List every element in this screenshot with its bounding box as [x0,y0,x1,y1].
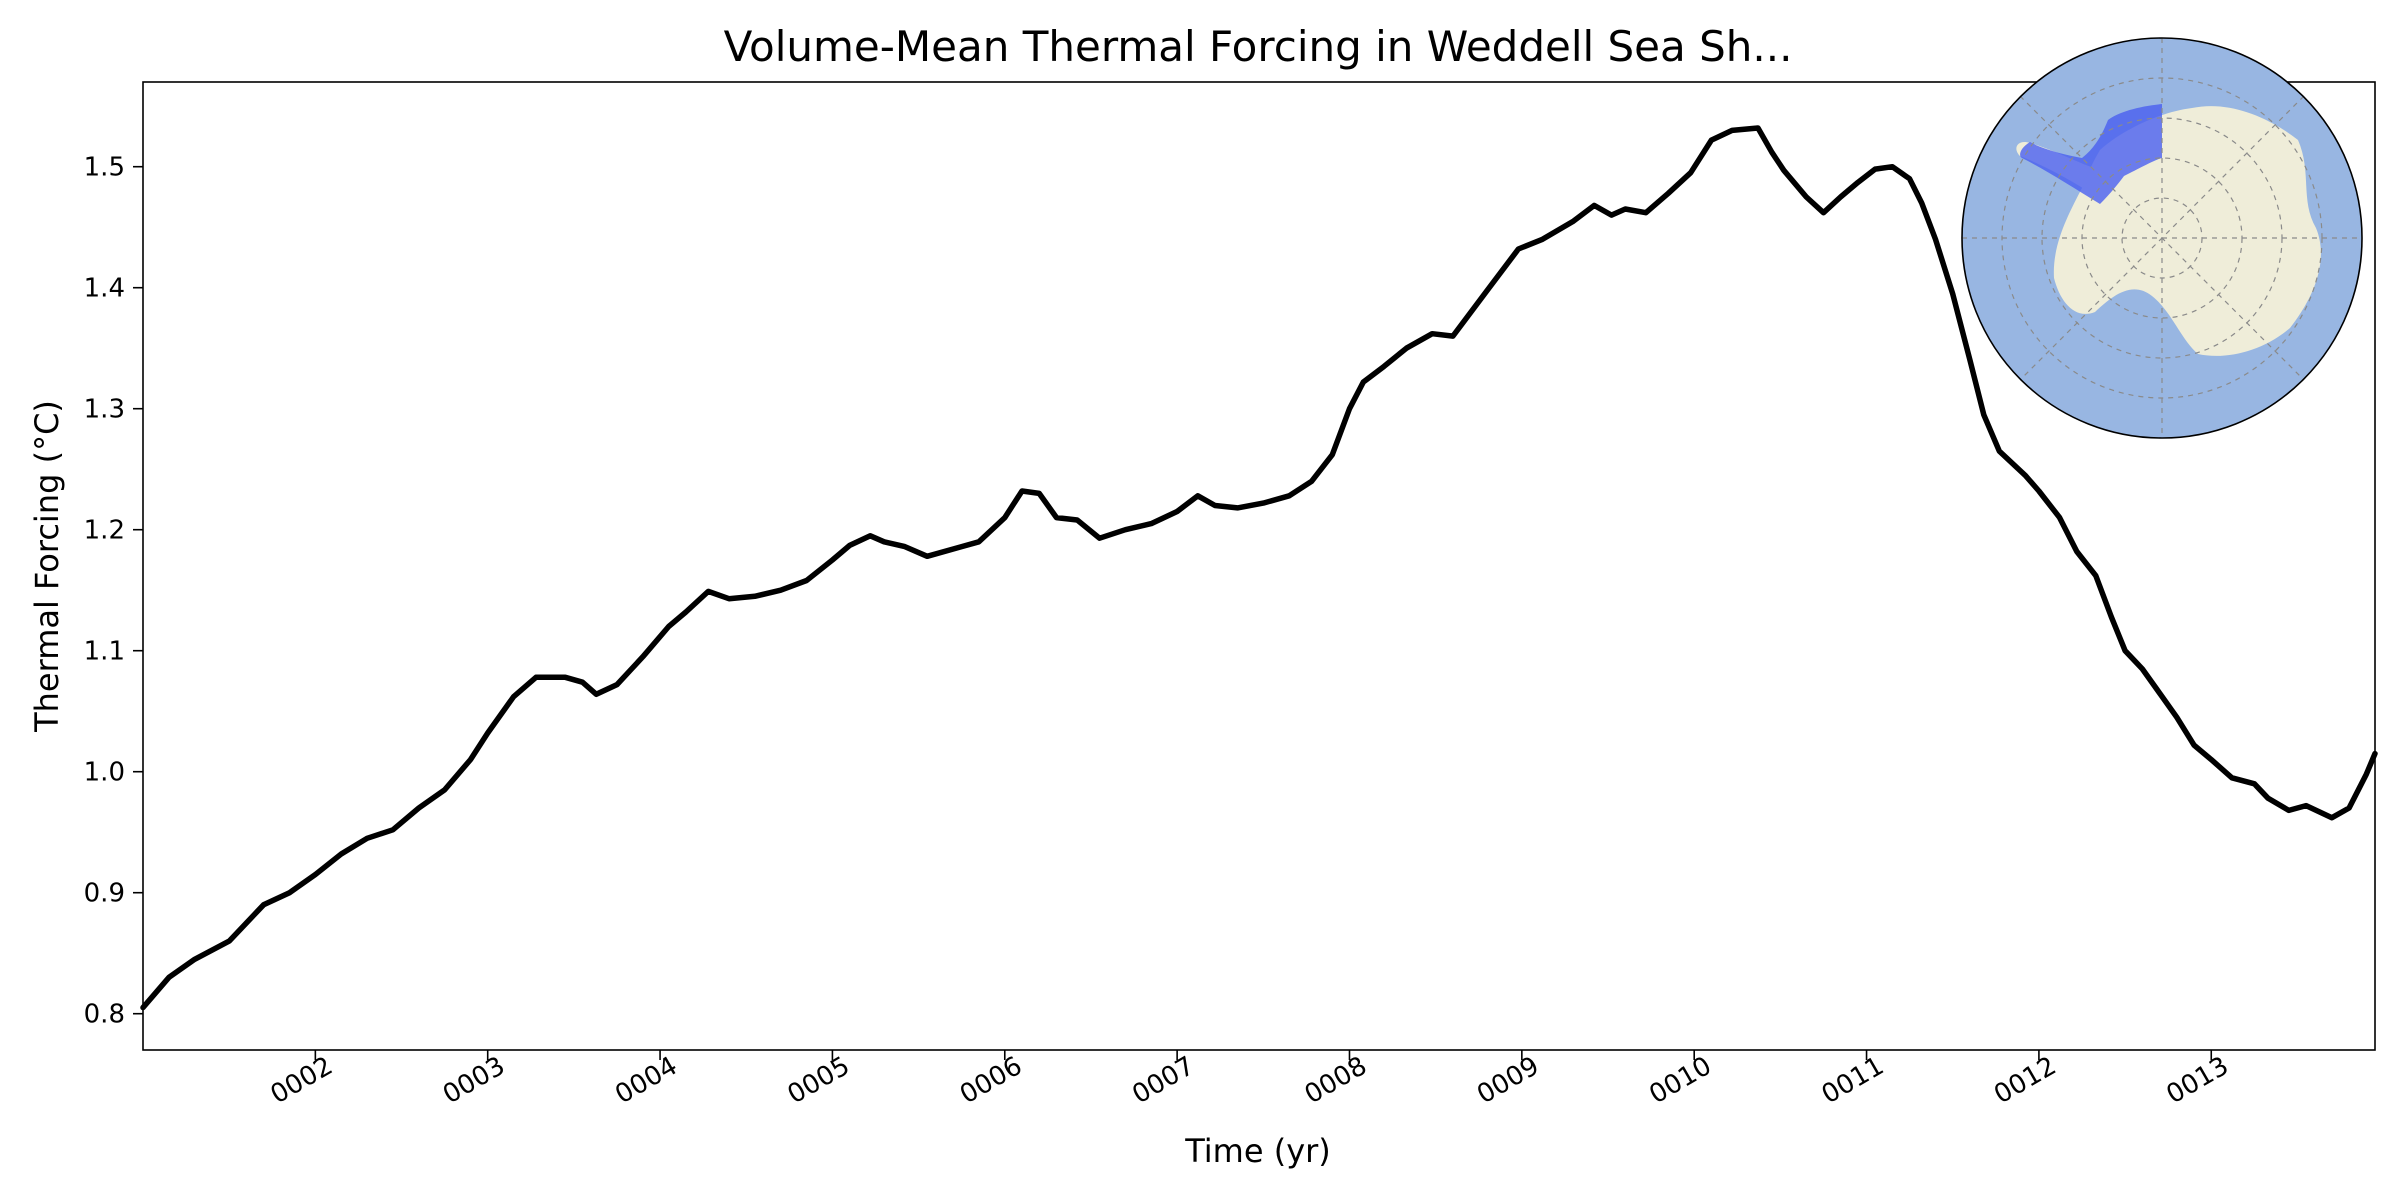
x-axis-label: Time (yr) [1184,1132,1331,1170]
y-tick-label: 1.2 [84,516,125,546]
y-tick-label: 1.1 [84,637,125,667]
y-tick-label: 1.3 [84,395,125,425]
y-tick-label: 0.9 [84,879,125,909]
weddell-sea-shelf-region [2020,104,2162,204]
y-tick-label: 0.8 [84,1000,125,1030]
series-line-0 [140,125,2378,1011]
y-tick-label: 1.0 [84,758,125,788]
map-border [1961,37,2363,439]
y-axis: 0.8 0.9 1.0 1.1 1.2 1.3 1.4 1.5 [84,153,143,1030]
axes-frame [142,81,2376,1051]
y-tick-label: 1.5 [84,153,125,183]
antarctica-inset-map [1961,37,2363,439]
y-axis-label: Thermal Forcing (°C) [28,400,66,733]
map-graticule [1962,38,2362,438]
chart-title: Volume-Mean Thermal Forcing in Weddell S… [724,22,1793,71]
plot-area [140,125,2378,1011]
y-tick-label: 1.4 [84,274,125,304]
